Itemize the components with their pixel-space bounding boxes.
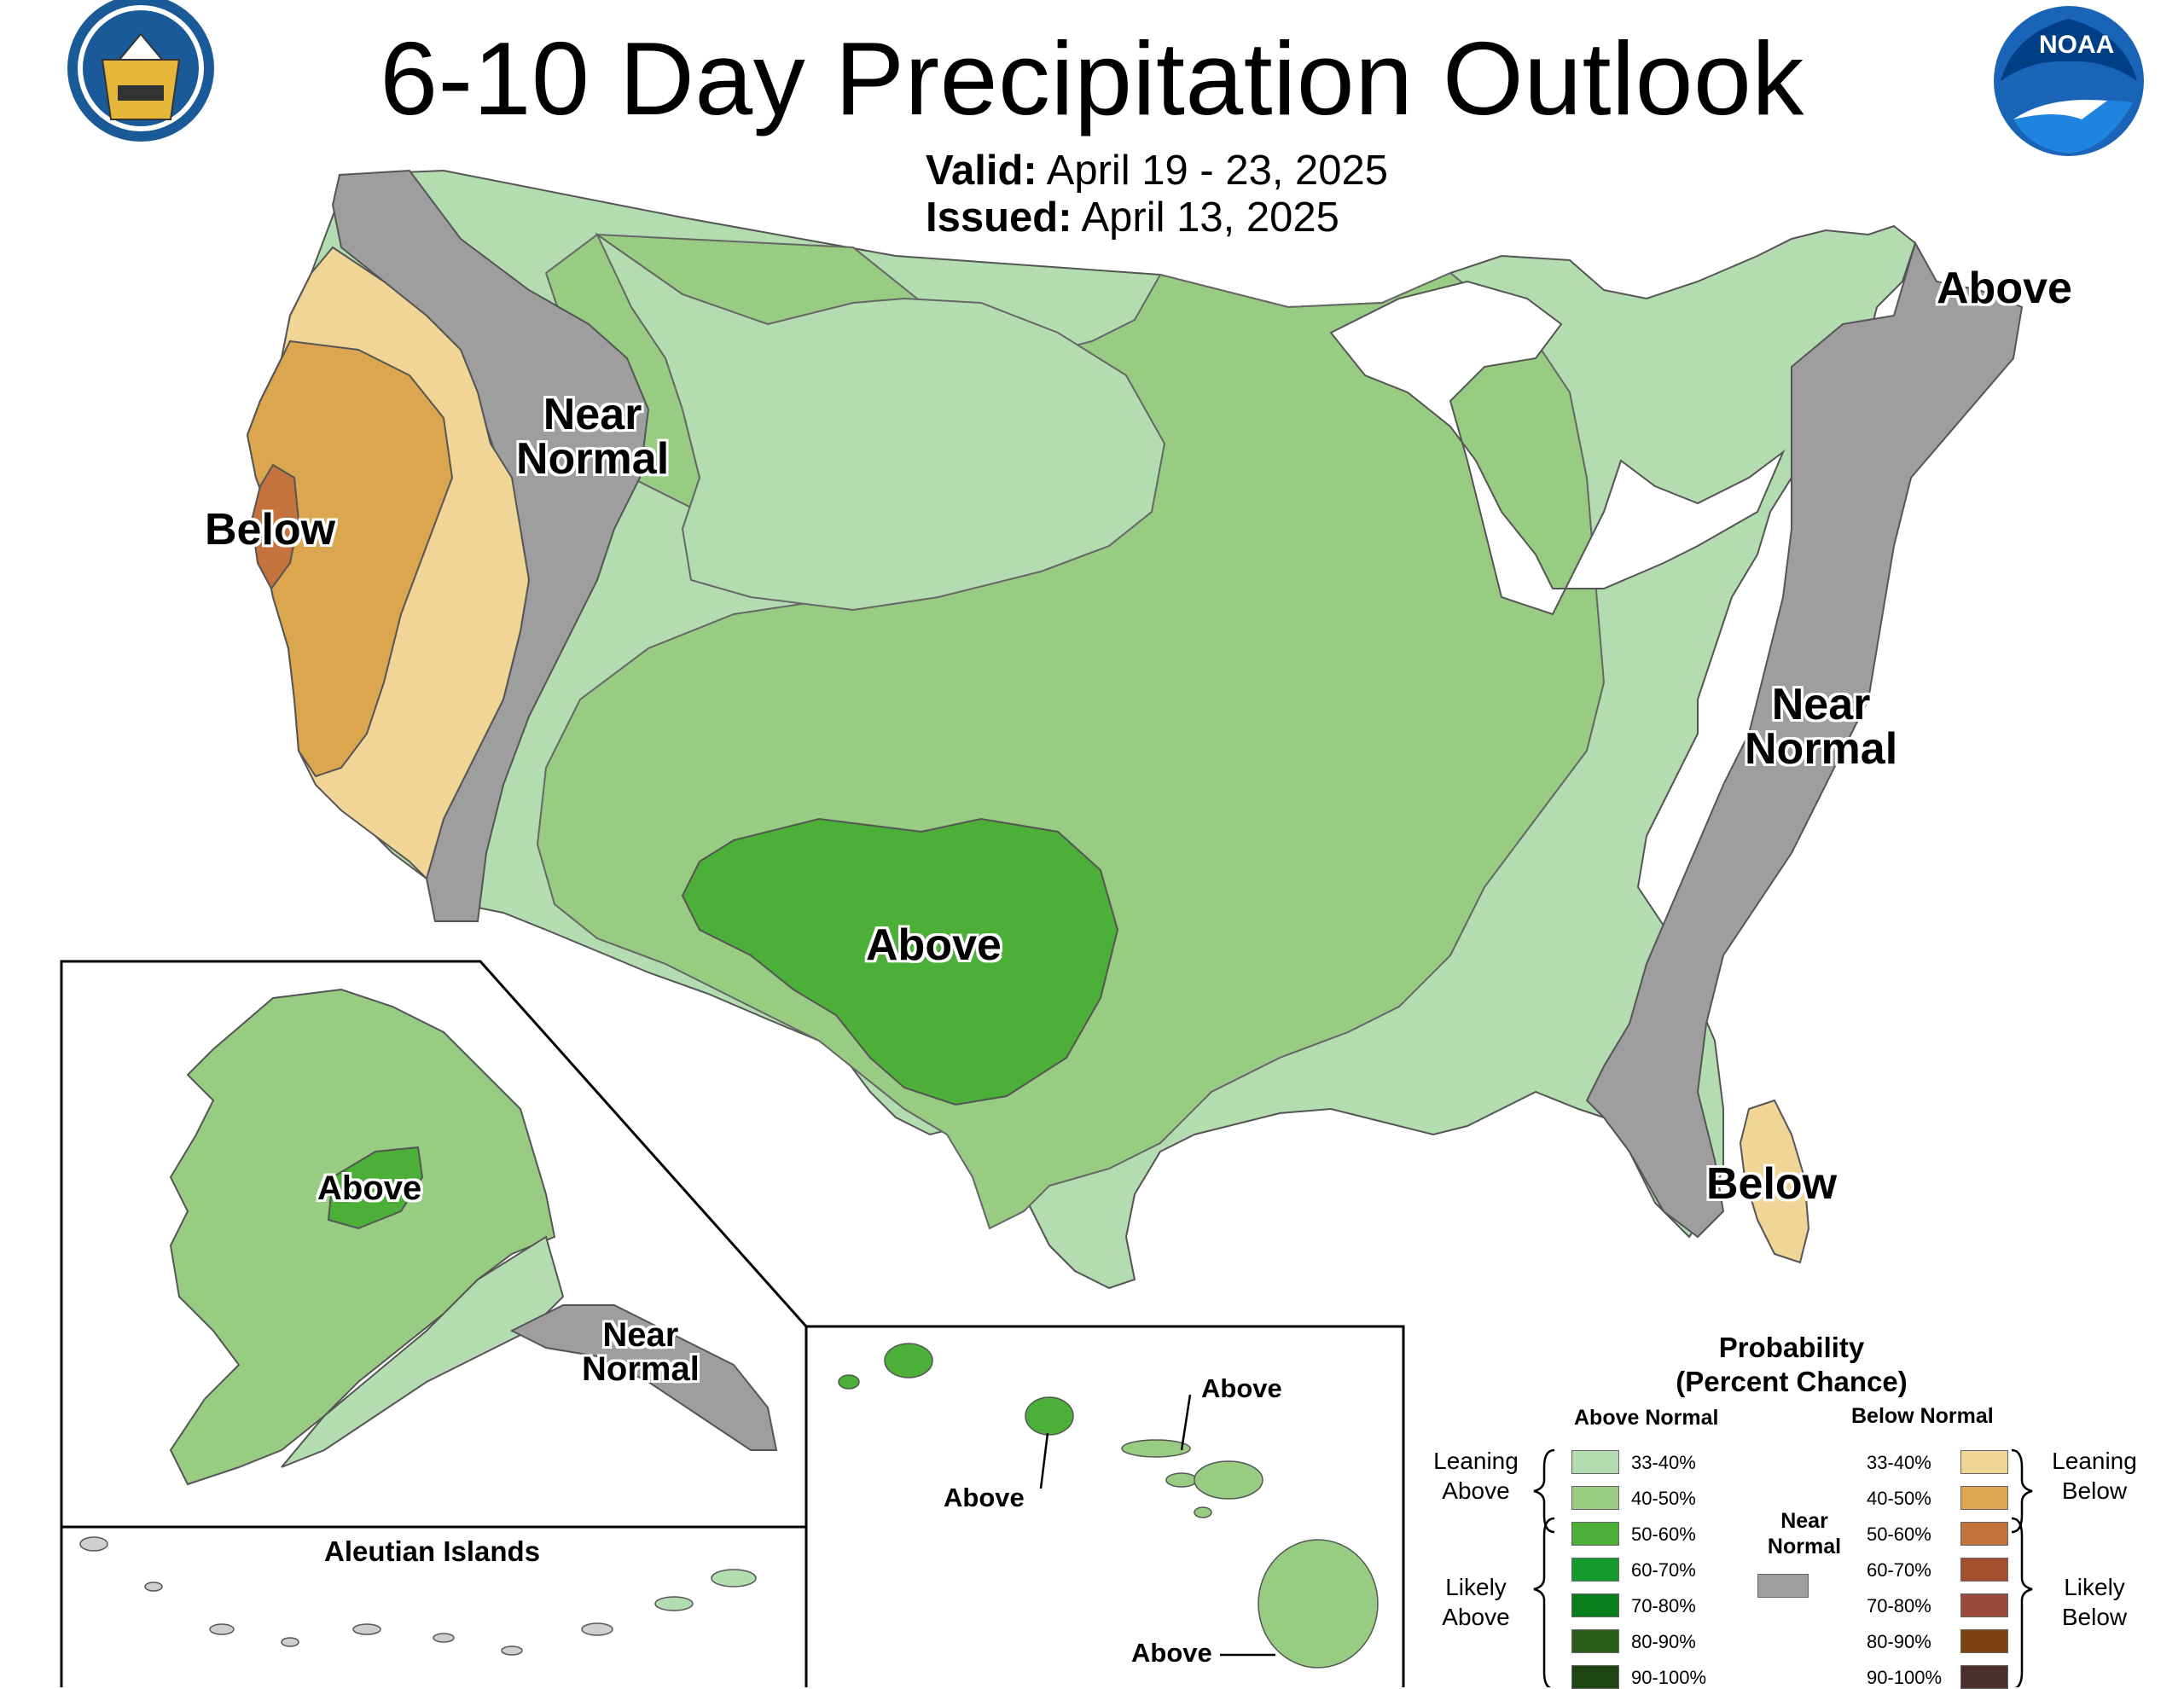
aleutian-islands-title: Aleutian Islands — [324, 1535, 541, 1567]
hawaii-inset-frame — [804, 1325, 1405, 1687]
label-line: Normal — [516, 434, 670, 484]
legend-title-line: Probability — [1718, 1332, 1865, 1363]
label-line: Normal — [582, 1350, 700, 1388]
legend-above-range-label: 33-40% — [1631, 1452, 1696, 1473]
legend-below-header: Below Normal — [1851, 1404, 1994, 1428]
legend-above-swatch — [1571, 1665, 1619, 1689]
legend-near-normal-label: Near Normal — [1757, 1508, 1851, 1559]
legend-below-range-label: 90-100% — [1867, 1667, 1943, 1688]
label-hawaii-maui-above: Above — [1201, 1373, 1282, 1403]
below-50-60-west — [250, 463, 300, 590]
label-southwest-above: Above — [866, 920, 1002, 970]
issued-value: April 13, 2025 — [1081, 194, 1339, 241]
maui-pointer — [1180, 1394, 1192, 1451]
label-alaska-near-normal: Near Normal — [582, 1318, 700, 1386]
issued-date: Issued: April 13, 2025 — [926, 194, 1339, 241]
label-alaska-above: Above — [317, 1170, 422, 1207]
alaska-south-light — [281, 1235, 565, 1468]
alaska-panhandle-grey — [509, 1304, 778, 1451]
legend-below-swatch — [1960, 1522, 2008, 1546]
legend-group-line: Below — [2061, 1604, 2128, 1630]
legend-above-range-label: 50-60% — [1631, 1524, 1696, 1545]
hawaii-islands — [838, 1343, 1379, 1669]
legend-group-line: Above — [1442, 1477, 1510, 1504]
valid-label: Valid: — [926, 148, 1037, 194]
valid-dates: Valid: April 19 - 23, 2025 — [926, 147, 1388, 194]
label-line: Normal — [1745, 724, 1898, 774]
legend-nn-line: Near — [1780, 1509, 1828, 1533]
near-normal-east — [1585, 241, 2024, 1239]
legend-below-swatch — [1960, 1665, 2008, 1689]
legend-above-swatch — [1571, 1629, 1619, 1653]
aleutian-islands — [79, 1536, 757, 1656]
legend-above-range-label: 40-50% — [1631, 1488, 1696, 1509]
legend-below-swatch — [1960, 1593, 2008, 1617]
legend-title: Probability (Percent Chance) — [1664, 1331, 1920, 1398]
legend-group-line: Leaning — [2052, 1448, 2137, 1474]
legend-below-range-label: 60-70% — [1867, 1559, 1931, 1581]
legend-above-swatch — [1571, 1593, 1619, 1617]
oahu-pointer — [1039, 1432, 1049, 1489]
above-50-60-region — [681, 817, 1119, 1106]
legend-above-swatch — [1571, 1450, 1619, 1474]
legend-braces — [1533, 1448, 2033, 1687]
legend-above-range-label: 70-80% — [1631, 1595, 1696, 1616]
label-northeast-above: Above — [1937, 264, 2072, 313]
legend-group-line: Likely — [2064, 1574, 2125, 1600]
legend-above-header: Above Normal — [1574, 1406, 1719, 1430]
lighter-pocket — [595, 232, 1166, 612]
legend-above-swatch — [1571, 1522, 1619, 1546]
legend-above-range-label: 90-100% — [1631, 1667, 1707, 1688]
legend-group-line: Leaning — [1433, 1448, 1519, 1474]
valid-value: April 19 - 23, 2025 — [1046, 148, 1389, 194]
label-east-coast-near-normal: Near Normal — [1745, 682, 1897, 771]
legend-above-range-label: 60-70% — [1631, 1559, 1696, 1581]
alaska-above-50-60 — [327, 1146, 424, 1230]
legend-below-swatch — [1960, 1629, 2008, 1653]
legend-below-range-label: 33-40% — [1867, 1452, 1931, 1473]
label-hawaii-oahu-above: Above — [944, 1483, 1025, 1512]
legend-near-normal-swatch — [1757, 1574, 1809, 1598]
page-title: 6-10 Day Precipitation Outlook — [380, 20, 1804, 136]
legend-below-range-label: 50-60% — [1867, 1524, 1931, 1545]
department-of-commerce-seal-icon — [67, 0, 214, 142]
legend-above-range-label: 80-90% — [1631, 1631, 1696, 1652]
legend-below-swatch — [1960, 1486, 2008, 1510]
legend-group-line: Below — [2061, 1477, 2128, 1504]
label-hawaii-bigisland-above: Above — [1131, 1638, 1212, 1668]
legend-nn-line: Normal — [1767, 1535, 1842, 1558]
legend-group-line: Likely — [1445, 1574, 1507, 1600]
alaska-shape — [169, 988, 556, 1486]
legend-above-swatch — [1571, 1558, 1619, 1582]
label-line: Near — [543, 390, 642, 439]
legend-leaning-below: Leaning Below — [2039, 1446, 2150, 1506]
legend-below-swatch — [1960, 1558, 2008, 1582]
legend-likely-below: Likely Below — [2039, 1572, 2150, 1632]
legend-below-swatch — [1960, 1450, 2008, 1474]
legend-likely-above: Likely Above — [1420, 1572, 1531, 1632]
below-40-50-west — [246, 340, 454, 778]
legend-below-range-label: 70-80% — [1867, 1595, 1931, 1616]
issued-label: Issued: — [926, 194, 1072, 241]
noaa-logo-icon — [1994, 6, 2144, 156]
label-line: Near — [602, 1316, 679, 1354]
noaa-logo-text: NOAA — [2039, 31, 2115, 59]
label-pacific-nw-near-normal: Near Normal — [516, 392, 669, 481]
legend-below-range-label: 40-50% — [1867, 1488, 1931, 1509]
label-west-coast-below: Below — [205, 505, 336, 554]
legend-below-range-label: 80-90% — [1867, 1631, 1931, 1652]
legend-title-line: (Percent Chance) — [1676, 1365, 1908, 1397]
label-florida-below: Below — [1706, 1159, 1838, 1209]
legend-above-swatch — [1571, 1486, 1619, 1510]
legend-leaning-above: Leaning Above — [1420, 1446, 1531, 1506]
leaning-below-florida — [1739, 1099, 1810, 1264]
great-lakes — [1329, 280, 1786, 616]
label-line: Near — [1771, 680, 1871, 729]
legend-group-line: Above — [1442, 1604, 1510, 1630]
